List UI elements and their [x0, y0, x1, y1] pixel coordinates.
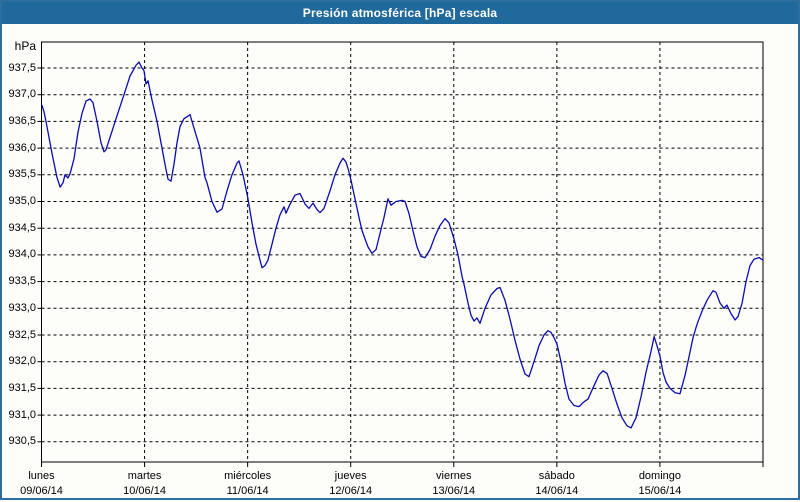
x-date-label: 12/06/14: [329, 485, 373, 497]
x-day-label: viernes: [436, 470, 472, 482]
x-date-label: 14/06/14: [535, 485, 579, 497]
x-date-label: 09/06/14: [20, 485, 63, 497]
y-tick-label: 931,5: [8, 381, 36, 394]
x-date-label: 10/06/14: [123, 485, 166, 497]
title-bar: Presión atmosférica [hPa] escala: [2, 2, 798, 24]
y-tick-label: 937,5: [8, 61, 36, 74]
y-tick-label: 934,5: [8, 221, 36, 234]
x-date-label: 15/06/14: [638, 485, 682, 497]
x-day-label: miércoles: [224, 470, 272, 482]
y-tick-label: 935,5: [8, 168, 36, 181]
x-date-label: 13/06/14: [432, 485, 476, 497]
y-tick-label: 936,0: [8, 141, 36, 154]
x-day-label: sábado: [538, 470, 575, 482]
y-tick-label: 933,5: [8, 275, 36, 288]
y-tick-label: 932,5: [8, 328, 36, 341]
y-tick-label: 932,0: [8, 355, 36, 368]
y-tick-label: 936,5: [8, 114, 36, 127]
pressure-line-series: [41, 61, 764, 429]
y-tick-label: 930,5: [8, 435, 36, 448]
x-day-label: lunes: [28, 470, 55, 482]
y-tick-label: 934,0: [8, 248, 36, 261]
y-axis-unit-label: hPa: [14, 39, 36, 53]
x-day-label: jueves: [334, 470, 367, 482]
y-tick-label: 935,0: [8, 195, 36, 207]
plot-border: [41, 41, 764, 463]
x-date-label: 11/06/14: [226, 485, 269, 497]
x-day-label: martes: [127, 470, 162, 482]
y-tick-label: 931,0: [8, 408, 36, 421]
chart-title: Presión atmosférica [hPa] escala: [302, 6, 498, 20]
y-tick-label: 933,0: [8, 301, 36, 314]
x-day-label: domingo: [638, 470, 682, 482]
y-tick-label: 937,0: [8, 88, 36, 101]
